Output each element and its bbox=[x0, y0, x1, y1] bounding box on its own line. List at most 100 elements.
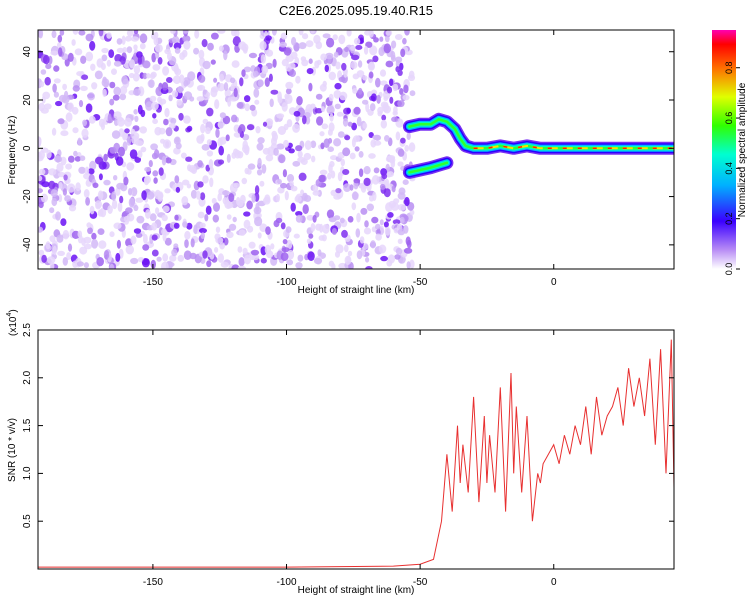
noise-speckle bbox=[328, 93, 334, 102]
noise-speckle bbox=[58, 47, 63, 57]
noise-speckle bbox=[383, 43, 391, 54]
noise-speckle bbox=[101, 54, 108, 62]
colorbar-tick-label: 0.2 bbox=[724, 212, 734, 225]
noise-speckle bbox=[184, 230, 191, 240]
noise-speckle bbox=[363, 46, 369, 55]
noise-speckle bbox=[48, 168, 57, 176]
noise-speckle bbox=[54, 155, 63, 163]
bottom-y-tick-label: 1.5 bbox=[22, 418, 33, 432]
noise-speckle bbox=[281, 102, 288, 112]
noise-speckle bbox=[87, 168, 95, 175]
noise-speckle bbox=[223, 50, 228, 61]
noise-speckle bbox=[177, 85, 183, 94]
noise-speckle bbox=[351, 54, 360, 61]
noise-speckle bbox=[358, 151, 364, 158]
noise-speckle bbox=[391, 185, 396, 193]
noise-speckle bbox=[94, 156, 104, 165]
noise-speckle bbox=[242, 134, 250, 141]
noise-speckle bbox=[119, 195, 124, 204]
noise-speckle bbox=[217, 83, 226, 92]
noise-speckle bbox=[220, 261, 229, 268]
noise-speckle bbox=[232, 216, 237, 223]
noise-speckle bbox=[385, 202, 393, 213]
noise-speckle bbox=[190, 189, 198, 199]
noise-speckle bbox=[386, 171, 394, 178]
noise-speckle bbox=[152, 170, 159, 177]
noise-speckle bbox=[38, 175, 43, 182]
noise-speckle bbox=[196, 190, 201, 200]
noise-speckle bbox=[239, 77, 244, 87]
noise-speckle bbox=[351, 122, 357, 131]
noise-speckle bbox=[139, 126, 147, 134]
noise-speckle bbox=[338, 34, 346, 45]
noise-speckle bbox=[85, 51, 94, 62]
noise-speckle bbox=[165, 127, 173, 137]
noise-speckle bbox=[174, 175, 180, 184]
noise-speckle bbox=[186, 222, 193, 230]
noise-speckle bbox=[88, 115, 96, 124]
noise-speckle bbox=[368, 132, 374, 138]
noise-speckle bbox=[133, 65, 141, 74]
noise-speckle bbox=[243, 211, 251, 217]
noise-speckle bbox=[155, 51, 160, 59]
noise-speckle bbox=[387, 254, 396, 264]
noise-speckle bbox=[111, 191, 117, 202]
noise-speckle bbox=[146, 191, 155, 200]
noise-speckle bbox=[132, 72, 140, 82]
noise-speckle bbox=[57, 171, 66, 178]
noise-speckle bbox=[164, 188, 171, 194]
noise-speckle bbox=[109, 231, 115, 238]
noise-speckle bbox=[137, 150, 143, 159]
noise-speckle bbox=[390, 202, 399, 211]
noise-speckle bbox=[392, 83, 399, 92]
noise-speckle bbox=[143, 233, 148, 244]
noise-speckle bbox=[297, 156, 306, 163]
noise-speckle bbox=[322, 224, 330, 234]
noise-speckle bbox=[41, 254, 47, 263]
noise-speckle bbox=[87, 92, 95, 101]
noise-speckle bbox=[363, 227, 372, 235]
noise-speckle bbox=[359, 37, 364, 43]
noise-speckle bbox=[219, 73, 225, 82]
noise-speckle bbox=[353, 178, 361, 184]
noise-speckle bbox=[244, 145, 250, 156]
noise-speckle bbox=[64, 195, 71, 202]
noise-speckle bbox=[390, 50, 396, 60]
noise-speckle bbox=[181, 152, 187, 159]
noise-speckle bbox=[342, 147, 351, 157]
noise-speckle bbox=[38, 249, 45, 256]
top-x-tick-label: -150 bbox=[143, 277, 163, 288]
noise-speckle bbox=[149, 73, 156, 80]
noise-speckle bbox=[402, 179, 409, 185]
noise-speckle bbox=[330, 170, 336, 179]
noise-speckle bbox=[217, 253, 224, 263]
noise-speckle bbox=[379, 36, 384, 42]
noise-speckle bbox=[227, 97, 232, 107]
noise-speckle bbox=[94, 70, 103, 80]
noise-speckle bbox=[55, 211, 61, 221]
noise-speckle bbox=[237, 126, 243, 134]
noise-speckle bbox=[174, 68, 182, 76]
noise-speckle bbox=[65, 163, 72, 170]
noise-speckle bbox=[168, 94, 173, 102]
noise-speckle bbox=[59, 30, 65, 36]
noise-speckle bbox=[62, 188, 67, 196]
noise-speckle bbox=[128, 197, 135, 208]
noise-speckle bbox=[173, 243, 179, 249]
noise-speckle bbox=[161, 155, 167, 166]
noise-speckle bbox=[209, 177, 214, 188]
noise-speckle bbox=[326, 37, 335, 48]
noise-speckle bbox=[183, 40, 191, 50]
noise-speckle bbox=[295, 211, 303, 217]
noise-speckle bbox=[347, 216, 354, 223]
bottom-y-axis-label: SNR (10 * v/v) bbox=[7, 418, 18, 482]
noise-speckle bbox=[400, 48, 406, 58]
noise-speckle bbox=[285, 81, 294, 90]
noise-speckle bbox=[215, 236, 224, 244]
colorbar-axis: 0.0 0.2 0.4 0.6 0.8 bbox=[724, 61, 740, 275]
noise-speckle bbox=[287, 249, 295, 260]
noise-speckle bbox=[53, 65, 60, 72]
noise-speckle bbox=[231, 30, 237, 37]
bottom-y-tick-label: 2.0 bbox=[22, 370, 33, 384]
noise-speckle bbox=[155, 86, 163, 97]
